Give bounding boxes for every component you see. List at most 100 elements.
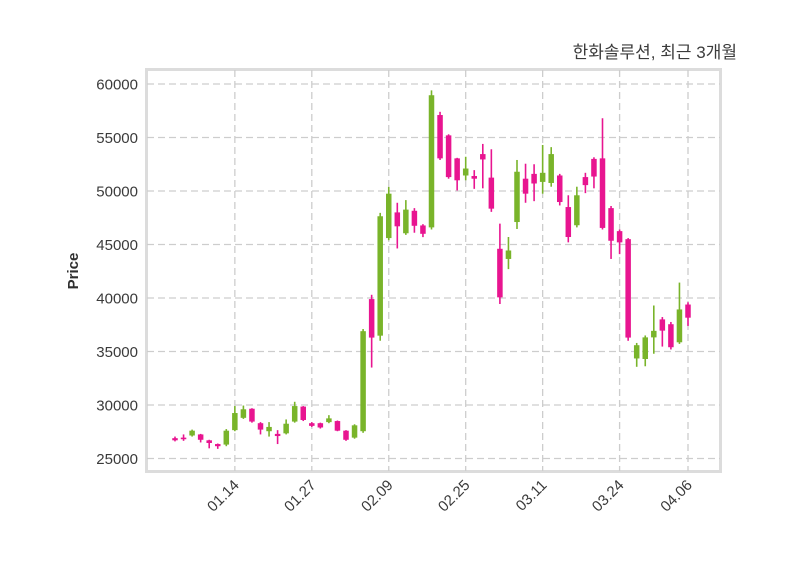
candle-down <box>197 433 204 443</box>
candle-up <box>403 200 409 235</box>
y-tick-50000: 50000 <box>96 184 138 201</box>
candle-down <box>445 134 452 179</box>
candle-body <box>599 158 606 228</box>
candle-up <box>326 415 332 424</box>
candle-body <box>642 337 648 359</box>
candle-down <box>317 422 324 429</box>
candle-body <box>249 408 255 422</box>
candle-up <box>505 237 512 270</box>
y-tick-35000: 35000 <box>96 344 138 361</box>
plot-frame <box>145 68 722 473</box>
candle-down <box>685 302 691 326</box>
candle-up <box>651 305 657 354</box>
candle-body <box>548 154 554 183</box>
candle-down <box>274 430 281 445</box>
candle-body <box>574 195 580 226</box>
candle-down <box>343 430 349 441</box>
candle-body <box>172 438 178 441</box>
candle-body <box>360 331 366 432</box>
candle-down <box>497 223 503 304</box>
candle-body <box>232 413 238 431</box>
y-axis-tick-labels: 25000 30000 35000 40000 45000 50000 55000 60000 <box>96 77 138 469</box>
candle-body <box>668 324 674 348</box>
candle-up <box>283 419 289 435</box>
candle-body <box>240 409 247 418</box>
candle-down <box>257 422 264 435</box>
candle-body <box>454 158 460 181</box>
candle-down <box>557 173 563 206</box>
x-tick-04.06: 04.06 <box>657 477 696 516</box>
candle-down <box>565 195 572 243</box>
candle-down <box>599 118 606 230</box>
candle-body <box>351 425 358 438</box>
x-tick-01.14: 01.14 <box>204 477 243 516</box>
candle-body <box>557 175 563 203</box>
candle-down <box>172 436 178 442</box>
candle-up <box>428 90 435 230</box>
candle-down <box>522 163 529 203</box>
candle-body <box>608 208 614 241</box>
candle-up <box>232 406 238 432</box>
candle-down <box>531 164 537 202</box>
candle-down <box>309 422 315 427</box>
candle-up <box>548 147 554 187</box>
candle-up <box>377 212 383 341</box>
y-tick-30000: 30000 <box>96 398 138 415</box>
candle-down <box>411 208 418 233</box>
candle-down <box>488 149 495 212</box>
candle-body <box>266 426 272 432</box>
candle-down <box>608 205 614 259</box>
candle-body <box>625 239 631 338</box>
candle-body <box>445 135 452 178</box>
candle-body <box>274 433 281 437</box>
candle-down <box>454 157 460 191</box>
candle-body <box>685 304 691 318</box>
candle-down <box>394 202 401 249</box>
x-tick-03.24: 03.24 <box>589 477 628 516</box>
candle-up <box>514 159 520 229</box>
vertical-gridlines <box>234 70 689 471</box>
candle-body <box>531 173 537 184</box>
candle-body <box>343 430 349 440</box>
x-tick-01.27: 01.27 <box>281 477 320 516</box>
candle-body <box>497 248 503 298</box>
candle-body <box>488 177 495 209</box>
candle-body <box>309 423 315 426</box>
candle-body <box>633 345 640 359</box>
candle-down <box>591 157 597 189</box>
candle-down <box>368 294 375 368</box>
candle-up <box>240 405 247 419</box>
candle-body <box>505 250 512 259</box>
x-tick-03.11: 03.11 <box>513 477 551 515</box>
y-tick-55000: 55000 <box>96 130 138 147</box>
candle-down <box>215 443 221 449</box>
candle-down <box>180 434 187 441</box>
candle-body <box>334 421 341 431</box>
candle-up <box>462 156 469 181</box>
candle-up <box>676 282 683 344</box>
candles <box>172 90 691 449</box>
candle-body <box>394 212 401 227</box>
candle-body <box>180 437 187 440</box>
candle-up <box>189 429 195 437</box>
candle-body <box>514 171 520 223</box>
candle-body <box>197 434 204 440</box>
candle-body <box>591 158 597 177</box>
candle-body <box>291 406 298 422</box>
y-tick-25000: 25000 <box>96 451 138 468</box>
candle-body <box>522 178 529 194</box>
candle-body <box>189 430 195 436</box>
candle-down <box>582 172 589 194</box>
candle-down <box>334 420 341 432</box>
candle-body <box>215 444 221 447</box>
candle-body <box>539 172 546 182</box>
chart-title: 한화솔루션, 최근 3개월 <box>573 43 737 62</box>
candle-body <box>659 319 666 331</box>
candle-body <box>582 177 589 186</box>
candle-up <box>539 144 546 194</box>
candle-body <box>326 418 332 423</box>
candle-body <box>565 207 572 238</box>
candle-down <box>437 111 443 160</box>
candle-body <box>403 209 409 234</box>
